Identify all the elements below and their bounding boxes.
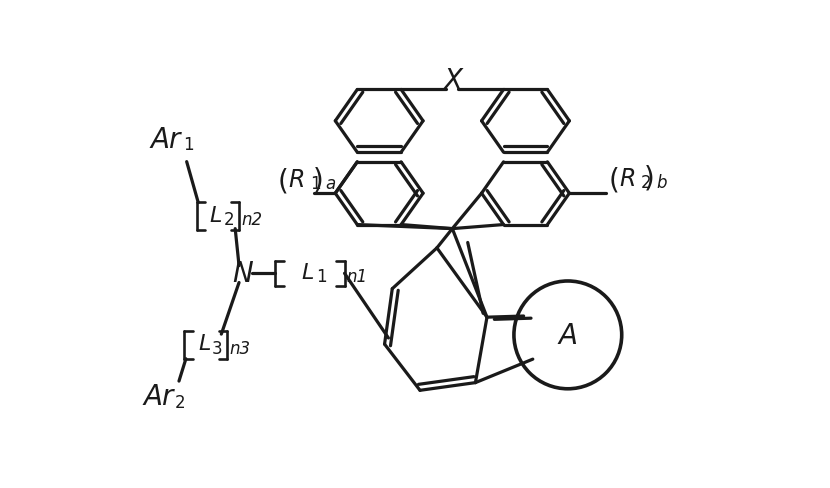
Text: ): ) xyxy=(313,166,324,194)
Text: (: ( xyxy=(277,167,288,196)
Text: n2: n2 xyxy=(242,211,262,229)
Text: ): ) xyxy=(644,164,655,192)
Text: n1: n1 xyxy=(347,268,368,286)
Text: A: A xyxy=(559,321,578,349)
Text: Ar: Ar xyxy=(151,125,181,153)
Text: 2: 2 xyxy=(175,393,186,411)
Text: Ar: Ar xyxy=(143,383,173,410)
Text: N: N xyxy=(232,260,253,288)
Text: 1: 1 xyxy=(316,268,327,286)
Text: R: R xyxy=(620,166,636,190)
Text: L: L xyxy=(301,262,314,282)
Text: L: L xyxy=(198,334,211,354)
Text: 1: 1 xyxy=(310,175,320,193)
Text: a: a xyxy=(325,175,335,193)
Text: 2: 2 xyxy=(641,173,652,191)
Text: 2: 2 xyxy=(223,211,234,229)
Text: n3: n3 xyxy=(230,339,251,357)
Text: (: ( xyxy=(608,166,619,194)
Text: L: L xyxy=(210,205,222,225)
Text: X: X xyxy=(443,67,461,95)
Text: R: R xyxy=(289,168,305,192)
Text: 1: 1 xyxy=(183,136,193,154)
Text: b: b xyxy=(657,173,666,191)
Text: 3: 3 xyxy=(212,339,222,357)
